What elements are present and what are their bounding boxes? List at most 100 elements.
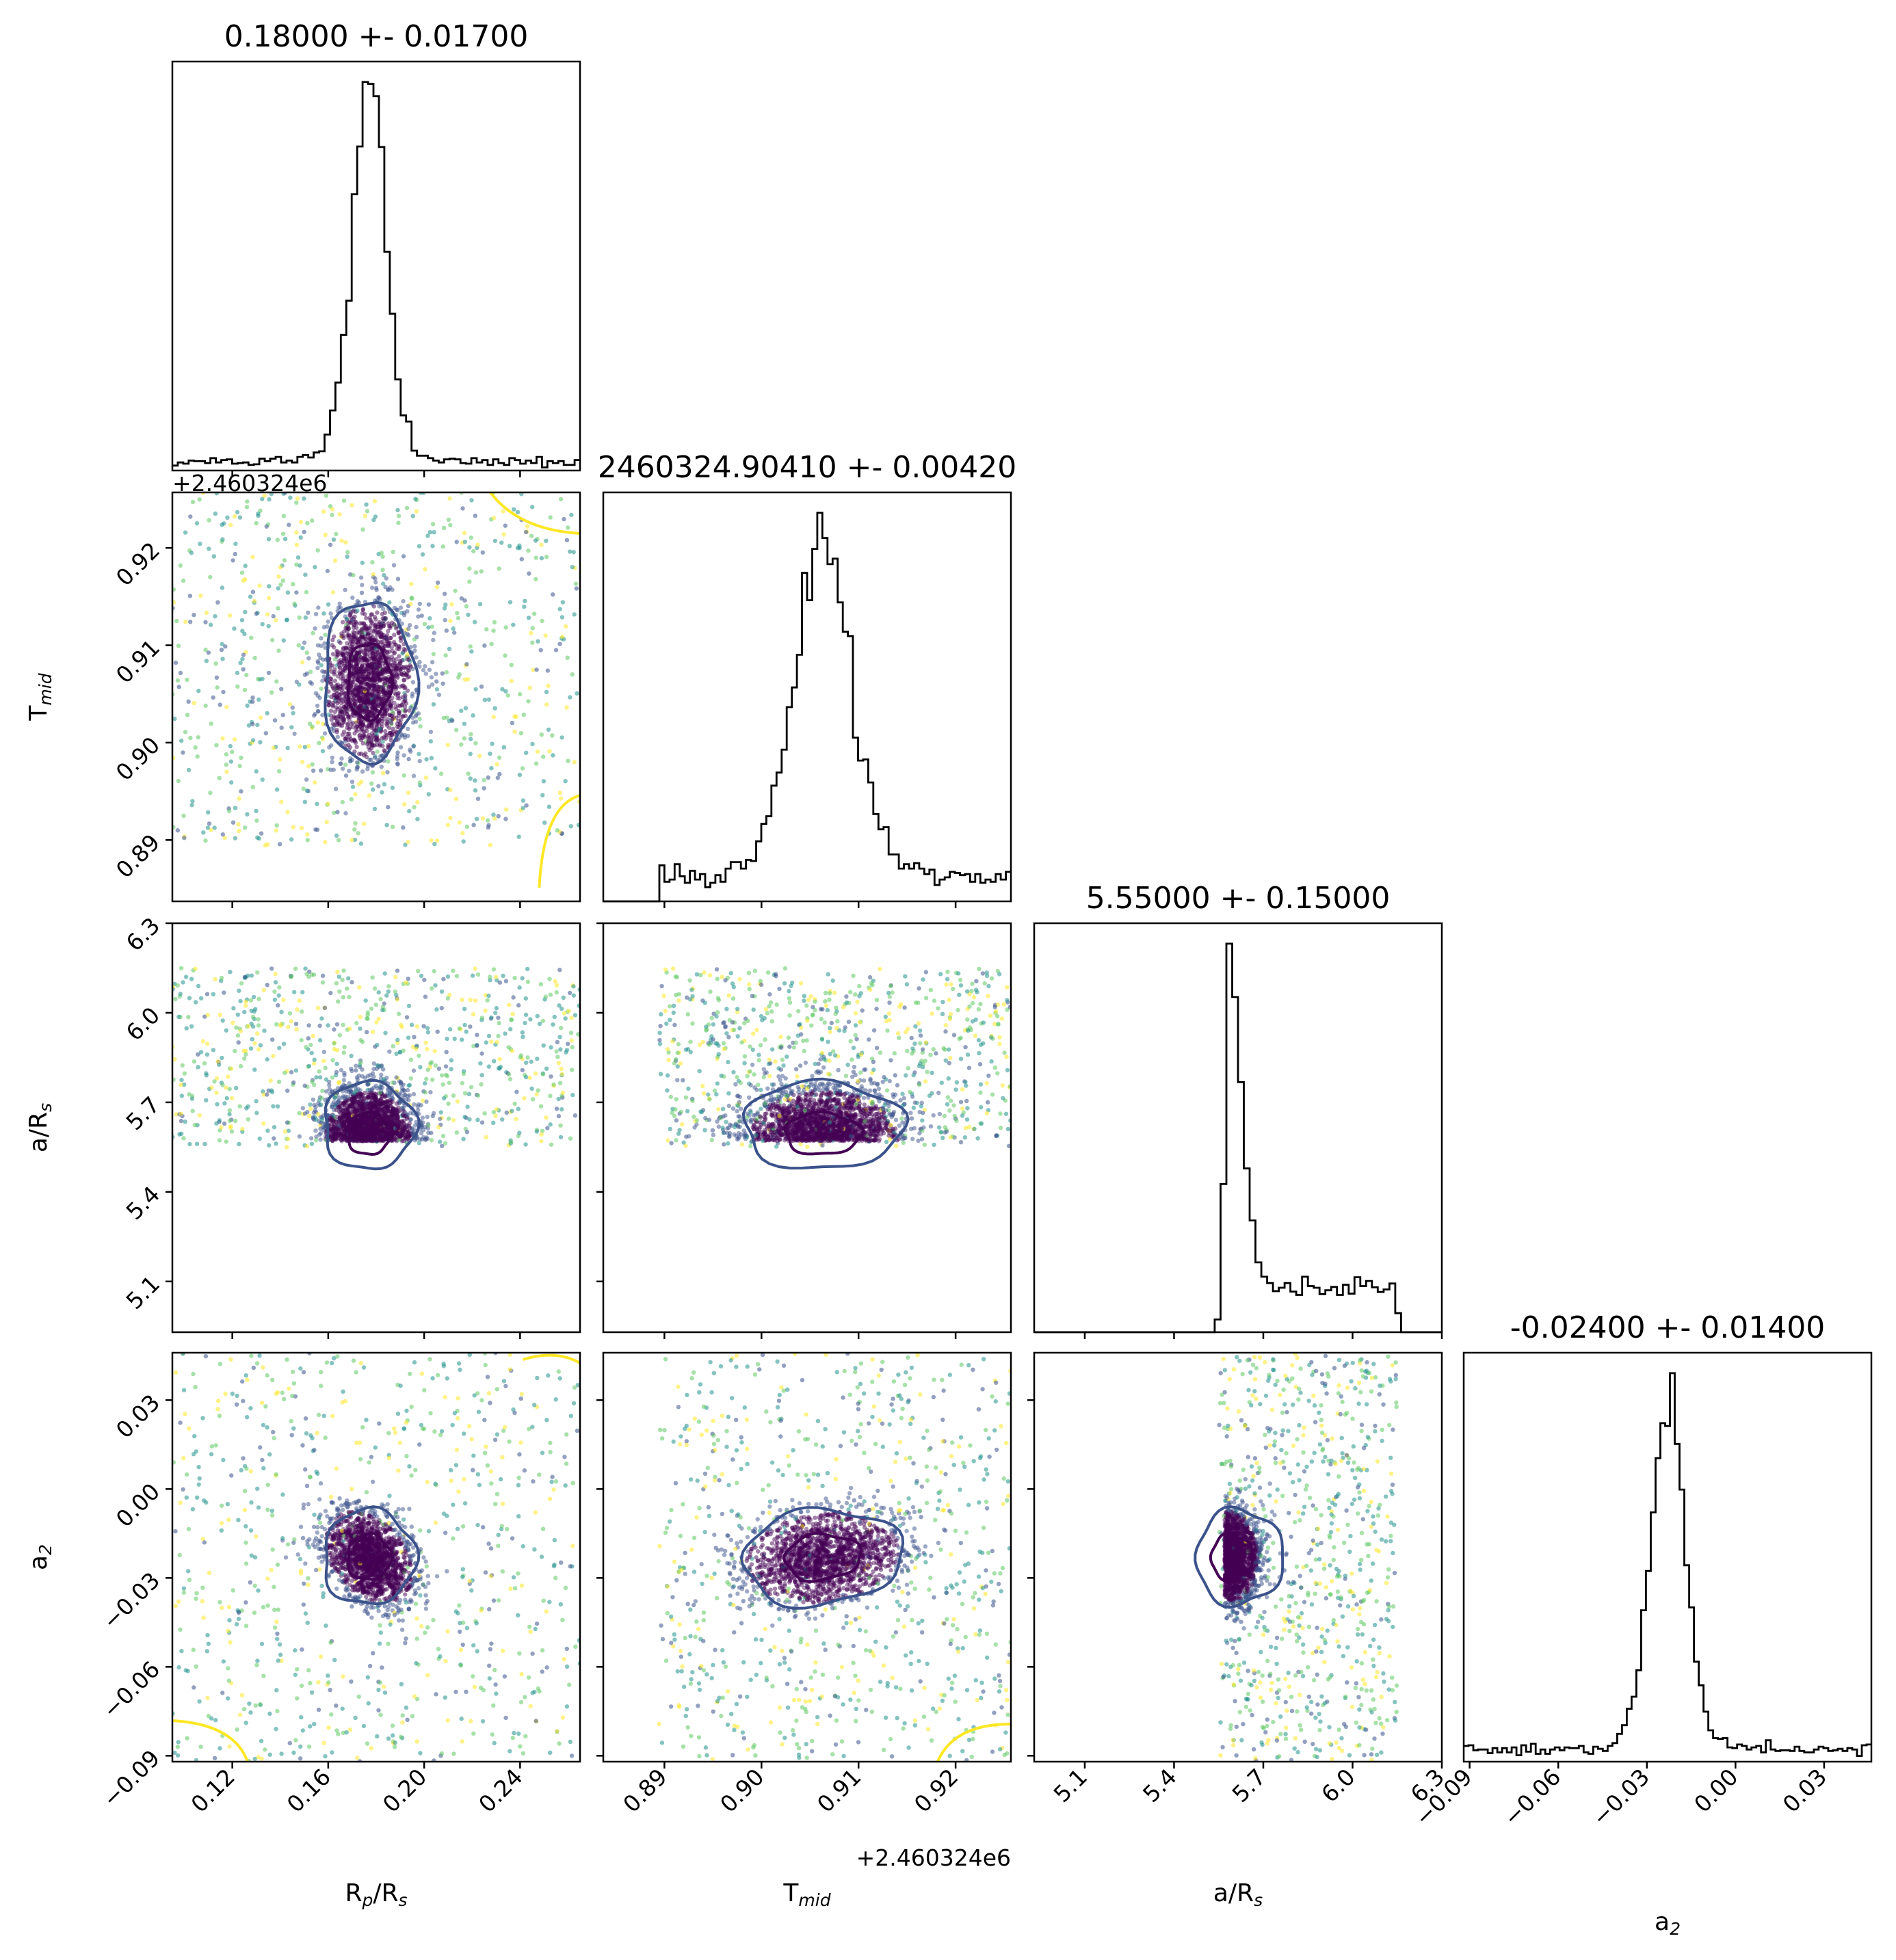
sample-point [285,1120,290,1125]
sample-point [534,577,538,582]
sample-point [250,1037,254,1042]
sample-point [356,696,361,701]
sample-point [313,780,317,785]
sample-point [430,1113,435,1119]
sample-point [334,1048,340,1052]
sample-point [365,711,369,716]
sample-point [248,998,254,1003]
sample-point [354,663,359,668]
sample-point [570,565,575,570]
sample-point [179,1094,184,1098]
sample-point [358,667,363,672]
sample-point [396,520,401,525]
sample-point [302,672,307,677]
sample-point [386,677,391,682]
sample-point [365,652,369,657]
sample-point [530,1097,536,1102]
sample-point [423,1137,428,1142]
sample-point [365,675,371,680]
sample-point [571,993,576,998]
sample-point [455,611,460,615]
sample-point [176,644,181,648]
sample-point [363,514,367,518]
sample-point [378,634,383,639]
sample-point [300,1106,305,1111]
sample-point [330,652,336,657]
sample-point [339,659,344,665]
sample-point [390,716,395,721]
sample-point [256,836,261,841]
sample-point [320,973,326,979]
sample-point [456,615,461,621]
sample-point [261,988,266,993]
sample-point [379,633,384,637]
sample-point [380,670,385,676]
sample-point [365,692,369,697]
sample-point [327,745,332,750]
sample-point [373,708,378,713]
sample-point [392,700,397,706]
sample-point [544,555,549,559]
sample-point [341,646,346,651]
sample-point [485,998,490,1003]
histogram-ars [1034,942,1442,1334]
sample-point [357,652,362,657]
sample-point [332,645,337,650]
sample-point [231,820,236,825]
sample-point [381,677,386,682]
sample-point [324,1077,329,1082]
sample-point [423,776,428,780]
sample-point [353,1133,358,1139]
sample-point [335,707,340,712]
sample-point [383,736,389,741]
sample-point [356,691,360,696]
sample-point [369,1135,375,1141]
sample-point [406,1003,412,1009]
sample-point [371,698,376,703]
sample-point [376,990,381,995]
sample-point [425,1114,430,1120]
sample-point [387,713,392,717]
sample-point [355,1124,360,1128]
sample-point [209,721,213,726]
sample-point [260,496,265,501]
sample-point [362,671,367,676]
sample-point [542,820,547,825]
sample-point [302,1111,308,1116]
sample-point [373,1131,378,1137]
sample-point [203,647,208,652]
sample-point [480,816,486,821]
sample-point [371,1124,376,1129]
sample-point [393,691,397,696]
sample-point [383,666,388,671]
sample-point [423,1040,428,1045]
sample-point [214,1121,219,1126]
sample-point [393,661,397,665]
sample-point [384,1133,389,1138]
sample-point [347,1026,352,1031]
sample-point [232,737,237,742]
sample-point [367,691,372,696]
sample-point [571,984,576,989]
sample-point [347,1087,352,1093]
sample-point [360,741,365,746]
sample-point [316,605,321,610]
sample-point [277,1046,282,1050]
sample-point [360,672,365,677]
sample-point [401,714,406,719]
sample-point [373,1106,378,1111]
sample-point [379,631,384,636]
sample-point [489,641,494,646]
hist-panel-rprs: 0.18000 +- 0.01700 [171,19,581,477]
sample-point [371,750,376,756]
sample-point [314,1134,319,1139]
sample-point [392,732,397,737]
sample-point [360,680,365,685]
sample-point [367,684,372,689]
sample-point [473,778,477,783]
sample-point [345,709,350,714]
sample-point [360,1135,365,1140]
sample-point [365,728,369,734]
sample-point [263,731,268,736]
sample-point [389,713,393,718]
